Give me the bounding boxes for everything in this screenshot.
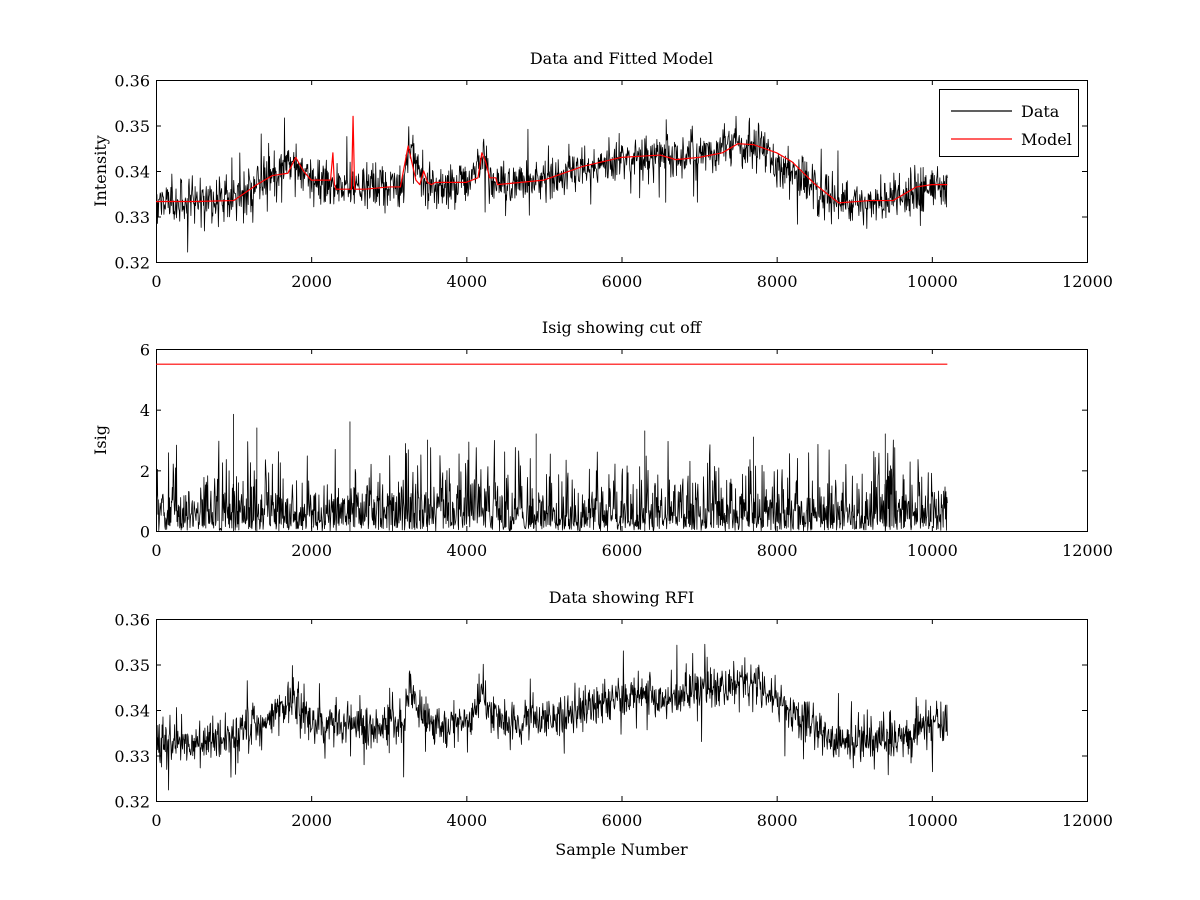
x-tick-label: 4000 — [446, 272, 487, 291]
x-tick-label: 0 — [151, 811, 161, 830]
x-tick-label: 12000 — [1062, 541, 1113, 560]
chart-title: Isig showing cut off — [542, 318, 703, 337]
chart-title: Data and Fitted Model — [530, 49, 713, 68]
x-axis-label: Sample Number — [555, 840, 688, 859]
x-tick-label: 0 — [151, 272, 161, 291]
x-tick-label: 8000 — [757, 811, 798, 830]
legend: Data Model — [939, 89, 1079, 157]
y-tick-label: 0.34 — [114, 163, 150, 182]
x-tick-label: 6000 — [602, 811, 643, 830]
x-tick-label: 2000 — [291, 272, 332, 291]
plot-area — [156, 643, 948, 791]
series-data — [156, 115, 948, 253]
x-tick-label: 0 — [151, 541, 161, 560]
x-tick-label: 4000 — [446, 811, 487, 830]
y-tick-label: 0.33 — [114, 747, 150, 766]
axes-3: 0 2000 4000 6000 8000 10000 12000 0.32 0.33 0.34 0… — [114, 588, 1113, 859]
x-tick-label: 8000 — [757, 272, 798, 291]
x-tick-label: 6000 — [602, 272, 643, 291]
x-tick-label: 10000 — [907, 272, 958, 291]
axes-1: 0 2000 4000 6000 8000 10000 12000 0.32 0.33 0.34 0… — [91, 49, 1113, 291]
y-tick-label: 0.35 — [114, 117, 150, 136]
axes-2: 0 2000 4000 6000 8000 10000 12000 0 2 4 6 Isig show… — [91, 318, 1113, 560]
legend-box — [939, 89, 1079, 157]
x-tick-label: 12000 — [1062, 272, 1113, 291]
legend-label: Data — [1021, 102, 1060, 121]
x-tick-label: 12000 — [1062, 811, 1113, 830]
y-tick-label: 0.34 — [114, 702, 150, 721]
legend-label: Model — [1021, 130, 1072, 149]
y-axis-label: Intensity — [91, 135, 110, 207]
y-axis-label: Isig — [91, 425, 110, 455]
y-tick-label: 0.33 — [114, 208, 150, 227]
series-isig — [156, 413, 948, 532]
y-tick-label: 0 — [140, 523, 150, 542]
series-data — [156, 643, 948, 791]
x-tick-label: 10000 — [907, 541, 958, 560]
plot-area — [156, 363, 948, 532]
plot-area — [156, 115, 948, 253]
y-tick-label: 6 — [140, 341, 150, 360]
chart-title: Data showing RFI — [549, 588, 694, 607]
y-tick-label: 0.32 — [114, 793, 150, 812]
y-tick-label: 0.35 — [114, 656, 150, 675]
x-tick-label: 8000 — [757, 541, 798, 560]
x-tick-label: 2000 — [291, 811, 332, 830]
x-tick-label: 2000 — [291, 541, 332, 560]
y-tick-label: 4 — [140, 401, 150, 420]
y-tick-label: 0.32 — [114, 254, 150, 273]
x-tick-label: 10000 — [907, 811, 958, 830]
x-tick-label: 6000 — [602, 541, 643, 560]
y-tick-label: 2 — [140, 462, 150, 481]
series-model — [156, 115, 948, 204]
y-tick-label: 0.36 — [114, 72, 150, 91]
y-tick-label: 0.36 — [114, 611, 150, 630]
x-tick-label: 4000 — [446, 541, 487, 560]
